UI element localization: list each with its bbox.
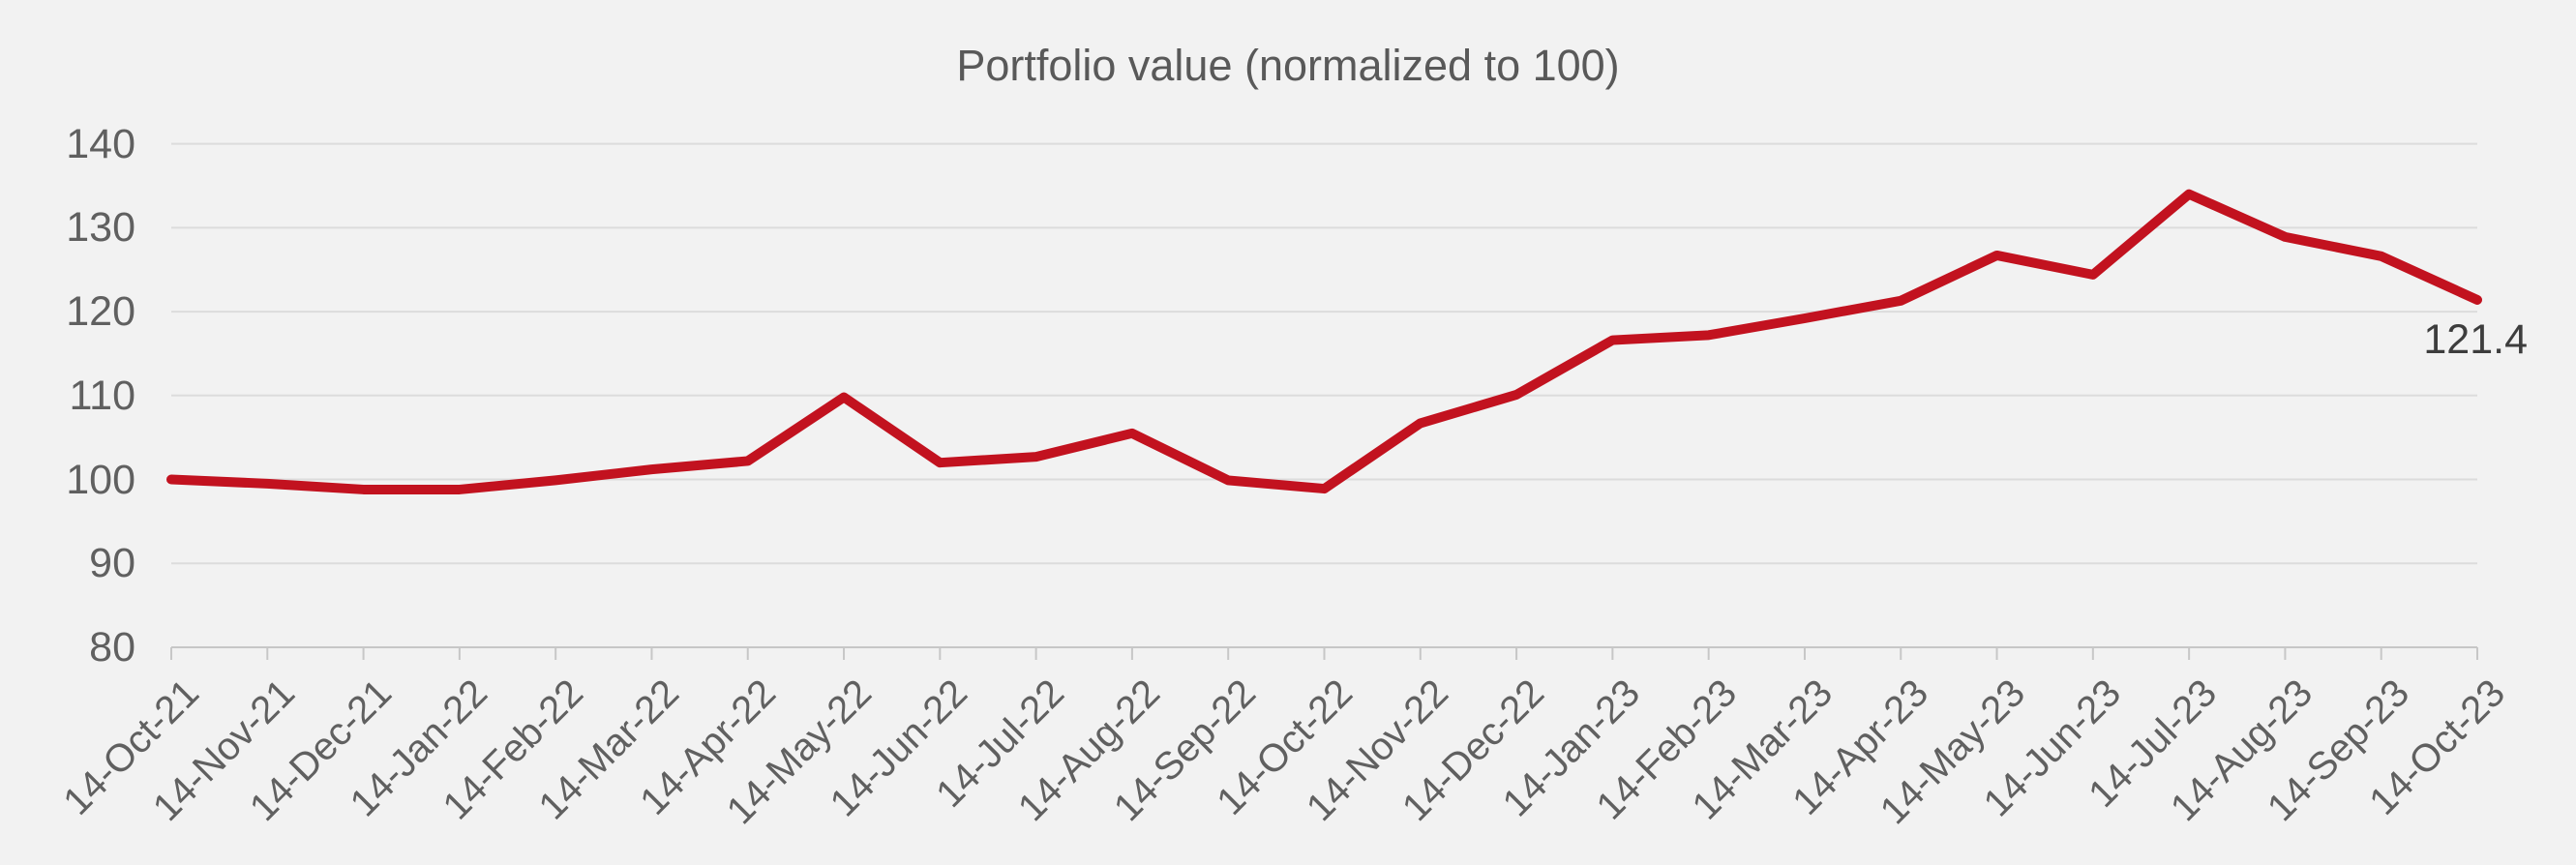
series-line [166,189,2482,494]
y-tick-label-110: 110 [69,372,135,419]
series-group [166,189,2482,494]
y-tick-label-120: 120 [66,288,135,336]
y-tick-label-80: 80 [89,624,135,671]
x-axis-baseline-and-ticks [170,646,2478,660]
y-tick-label-90: 90 [89,540,135,587]
chart-title: Portfolio value (normalized to 100) [956,41,1620,90]
y-tick-label-130: 130 [66,204,135,252]
y-tick-label-100: 100 [66,456,135,503]
last-value-label: 121.4 [2423,315,2528,363]
gridlines [171,142,2477,565]
y-tick-label-140: 140 [66,120,135,167]
